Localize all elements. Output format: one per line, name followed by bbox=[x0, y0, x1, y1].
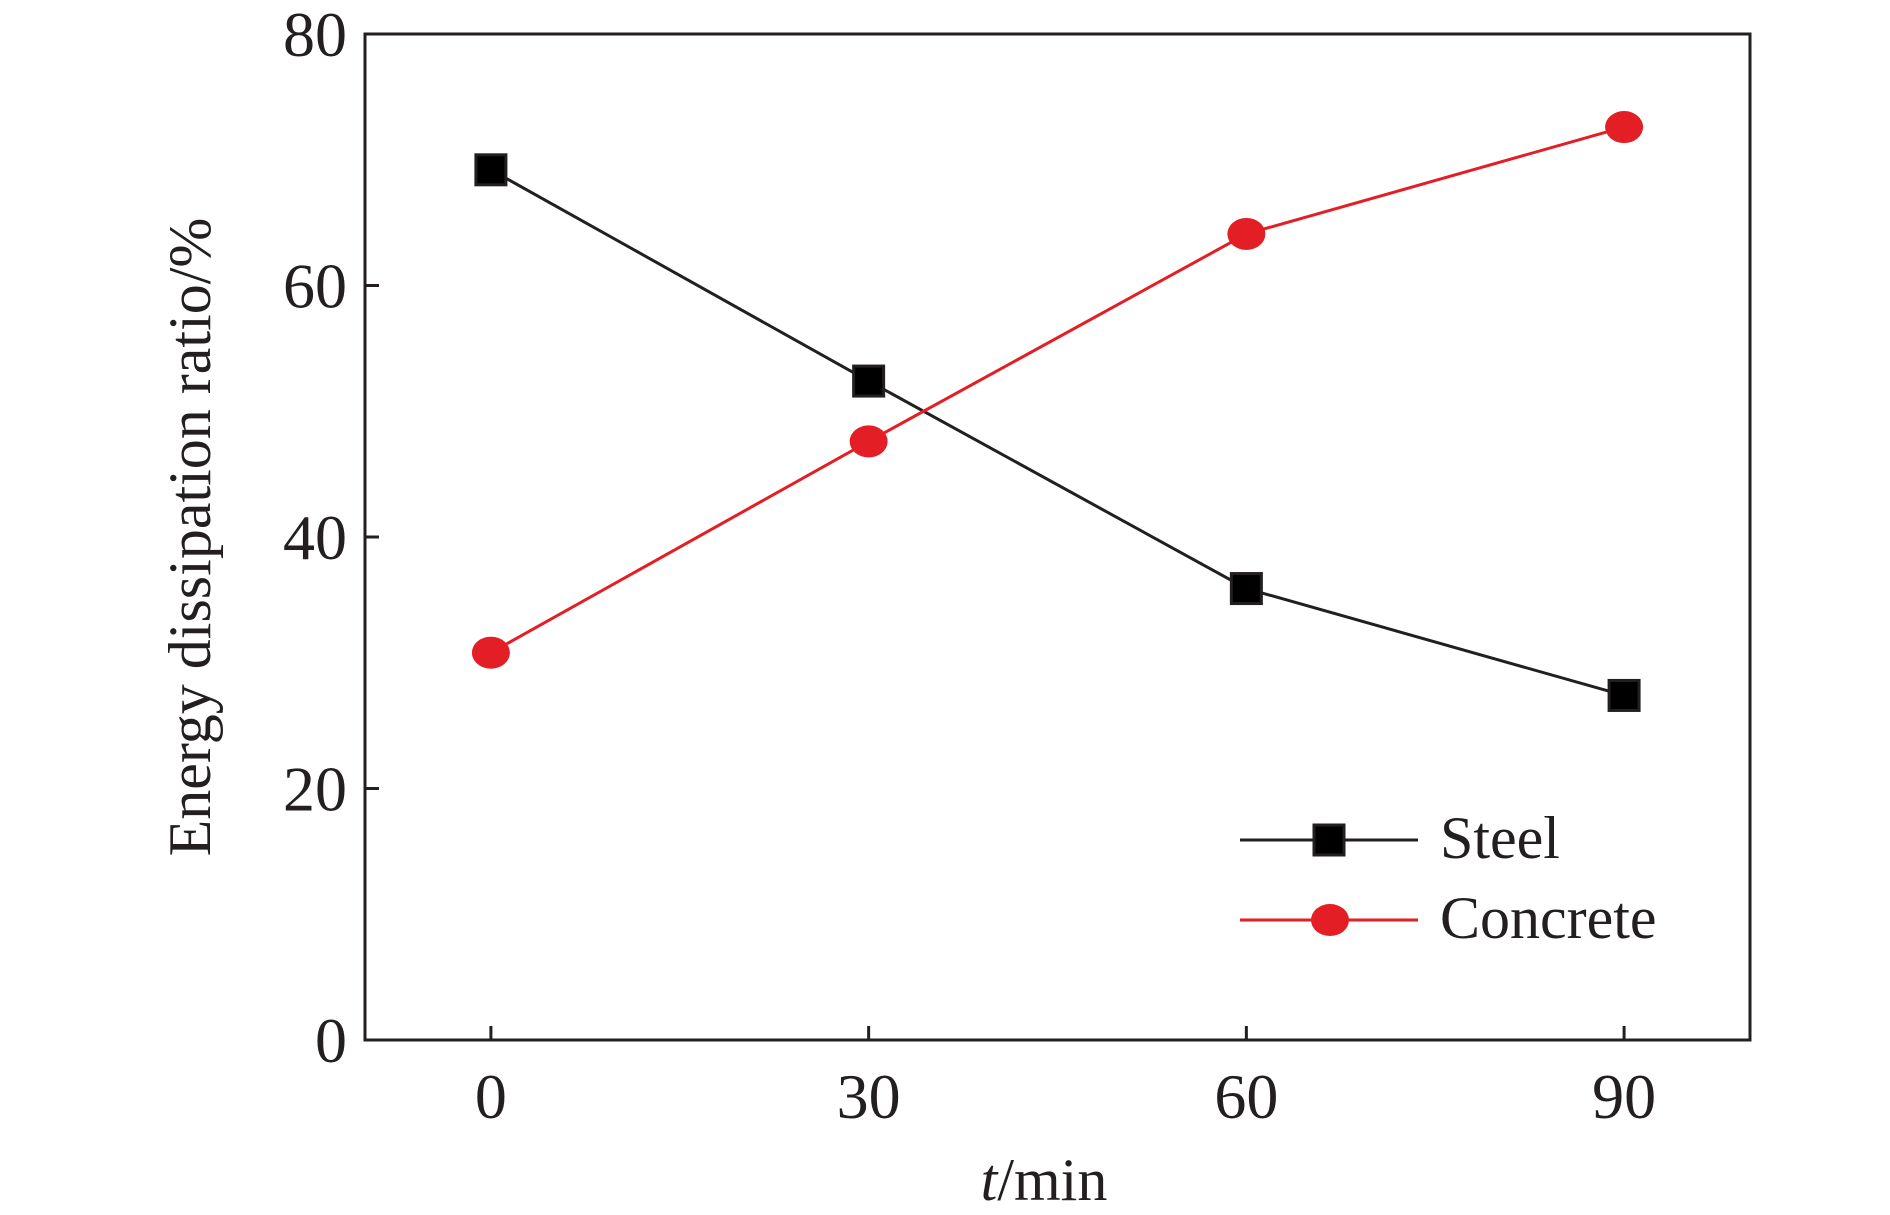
x-tick-label: 30 bbox=[837, 1061, 901, 1132]
legend-marker-concrete bbox=[1311, 904, 1349, 936]
legend-marker-steel bbox=[1312, 823, 1346, 857]
x-axis-label: t/min bbox=[981, 1147, 1108, 1213]
series-line-concrete bbox=[490, 125, 1625, 654]
x-tick-label: 90 bbox=[1592, 1061, 1656, 1132]
x-tick-label: 60 bbox=[1214, 1061, 1278, 1132]
x-axis-label-unit: /min bbox=[997, 1147, 1107, 1213]
legend: Steel Concrete bbox=[1240, 805, 1657, 951]
legend-label-concrete: Concrete bbox=[1440, 885, 1657, 951]
data-point-steel bbox=[852, 364, 886, 398]
data-point-concrete bbox=[849, 425, 888, 458]
y-axis-label: Energy dissipation ratio/% bbox=[157, 218, 223, 857]
ticks: 0 20 40 60 80 0 30 60 90 bbox=[283, 0, 1656, 1132]
series-lines bbox=[490, 125, 1625, 697]
y-tick-label: 0 bbox=[315, 1005, 347, 1076]
y-tick-label: 60 bbox=[283, 251, 347, 322]
y-tick-label: 20 bbox=[283, 754, 347, 825]
data-point-concrete bbox=[1605, 111, 1644, 144]
y-tick-label: 80 bbox=[283, 0, 347, 70]
data-point-steel bbox=[1229, 572, 1263, 606]
y-tick-label: 40 bbox=[283, 502, 347, 573]
legend-label-steel: Steel bbox=[1440, 805, 1560, 871]
series-markers bbox=[471, 111, 1644, 712]
data-point-steel bbox=[474, 153, 508, 187]
data-point-concrete bbox=[1227, 217, 1266, 250]
x-axis-label-variable: t bbox=[981, 1147, 999, 1213]
series-line-steel bbox=[490, 168, 1625, 697]
data-point-steel bbox=[1607, 678, 1641, 712]
data-point-concrete bbox=[471, 636, 510, 669]
x-tick-label: 0 bbox=[475, 1061, 507, 1132]
